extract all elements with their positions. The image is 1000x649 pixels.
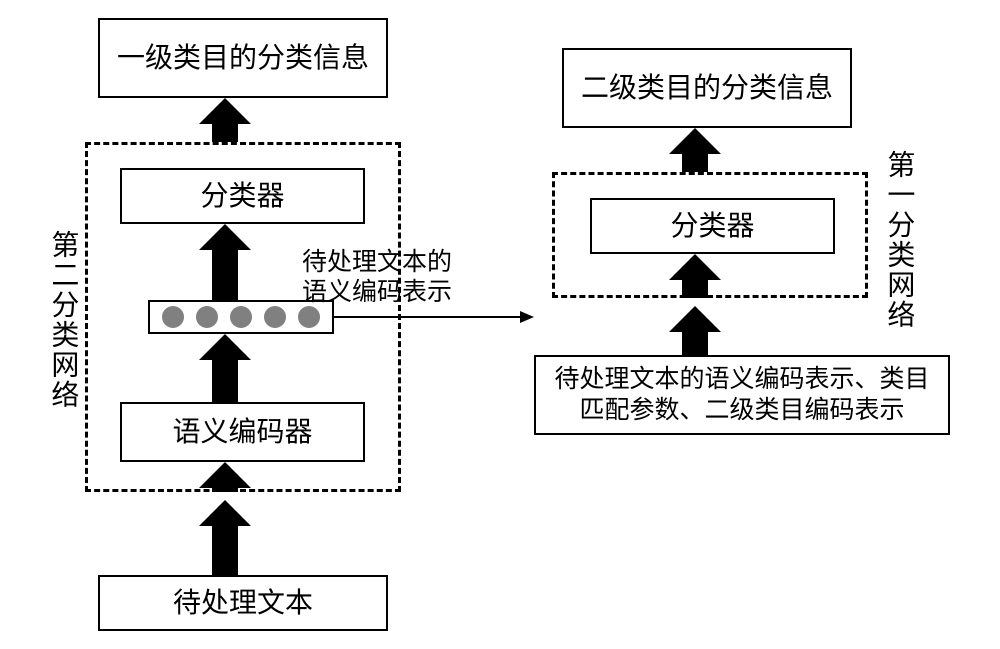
arrow-right-icon (334, 309, 534, 325)
semantic-representation-label: 待处理文本的 语义编码表示 (302, 248, 452, 308)
arrow-up-icon (199, 462, 251, 492)
arrow-up-icon (199, 98, 251, 142)
level2-category-info-box: 二级类目的分类信息 (562, 48, 852, 128)
box-label: 语义编码器 (172, 415, 312, 450)
arrow-up-icon (199, 224, 251, 300)
box-label: 分类器 (670, 209, 754, 244)
second-network-label: 第二分类网络 (48, 230, 77, 410)
arrow-up-icon (199, 500, 251, 575)
label-line-2: 语义编码表示 (302, 279, 452, 306)
level1-category-info-box: 一级类目的分类信息 (98, 18, 388, 98)
vector-dot (230, 306, 252, 328)
input-text-box: 待处理文本 (98, 575, 388, 631)
vector-dot (162, 306, 184, 328)
box-label: 分类器 (200, 179, 284, 214)
box-label: 一级类目的分类信息 (117, 41, 369, 76)
box-label: 二级类目的分类信息 (581, 71, 833, 106)
vector-dot (264, 306, 286, 328)
arrow-up-icon (199, 334, 251, 402)
vector-dot (298, 306, 320, 328)
first-network-label: 第一分类网络 (884, 150, 913, 330)
diagram-canvas: 第二分类网络 第一分类网络 待处理文本的 语义编码表示 一级类目的分类信息 分类… (0, 0, 1000, 649)
right-classifier-box: 分类器 (590, 198, 835, 254)
box-label: 待处理文本的语义编码表示、类目匹配参数、二级类目编码表示 (544, 364, 940, 427)
vector-dot (196, 306, 218, 328)
box-label: 待处理文本 (173, 586, 313, 621)
right-description-box: 待处理文本的语义编码表示、类目匹配参数、二级类目编码表示 (534, 355, 950, 435)
arrow-up-icon (669, 128, 721, 172)
arrow-up-icon (669, 254, 721, 298)
semantic-encoder-box: 语义编码器 (120, 402, 365, 462)
label-line-1: 待处理文本的 (302, 249, 452, 276)
left-classifier-box: 分类器 (120, 168, 365, 224)
arrow-up-icon (669, 306, 721, 355)
